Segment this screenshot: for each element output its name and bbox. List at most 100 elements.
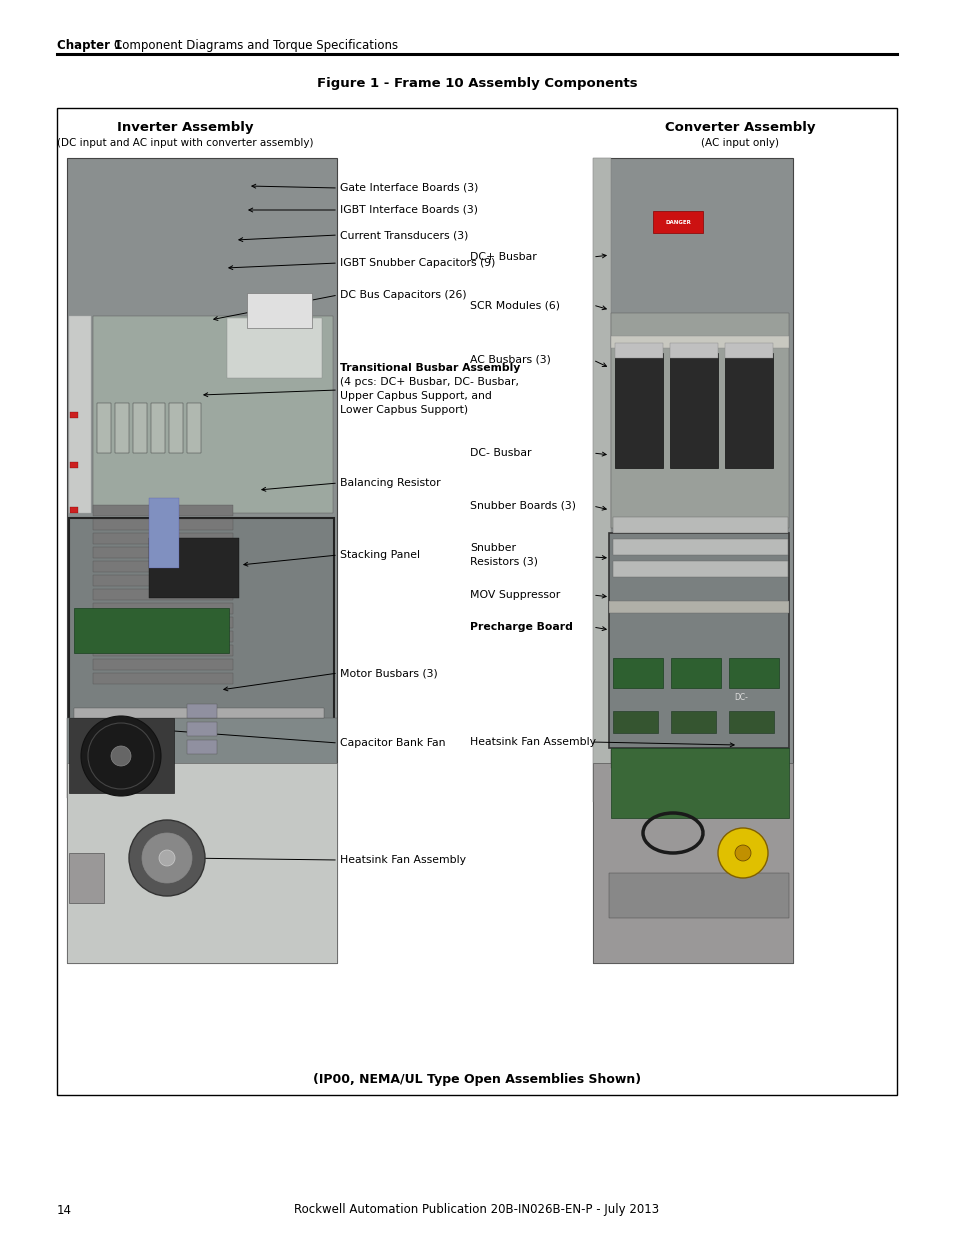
Text: Precharge Board: Precharge Board	[470, 622, 572, 632]
Bar	[169, 403, 183, 453]
Text: DC- Busbar: DC- Busbar	[470, 448, 531, 458]
Circle shape	[718, 827, 767, 878]
Bar	[69, 718, 173, 793]
Text: Chapter 1: Chapter 1	[57, 38, 122, 52]
Bar	[608, 601, 788, 613]
Bar	[74, 608, 229, 653]
Bar	[92, 618, 233, 629]
Bar	[613, 658, 662, 688]
Bar	[670, 711, 716, 734]
Bar	[70, 508, 78, 513]
Bar	[67, 763, 336, 963]
Bar	[613, 561, 787, 577]
Bar	[92, 576, 233, 585]
Bar	[92, 547, 233, 558]
Bar	[70, 462, 78, 468]
Bar	[69, 853, 104, 903]
Bar	[92, 534, 233, 543]
Bar	[187, 704, 216, 718]
Text: Upper Capbus Support, and: Upper Capbus Support, and	[339, 391, 492, 401]
Text: Capacitor Bank Fan: Capacitor Bank Fan	[339, 739, 445, 748]
Bar	[92, 659, 233, 671]
Text: Component Diagrams and Torque Specifications: Component Diagrams and Torque Specificat…	[113, 38, 397, 52]
Text: DC+ Busbar: DC+ Busbar	[470, 252, 537, 262]
Bar	[652, 211, 702, 233]
Text: Snubber: Snubber	[470, 543, 516, 553]
Bar	[74, 708, 324, 718]
Bar	[92, 519, 233, 530]
Bar	[247, 293, 312, 329]
Bar	[92, 589, 233, 600]
Bar	[132, 403, 147, 453]
Text: Resistors (3): Resistors (3)	[470, 557, 537, 567]
Text: Figure 1 - Frame 10 Assembly Components: Figure 1 - Frame 10 Assembly Components	[316, 78, 637, 90]
Text: Heatsink Fan Assembly: Heatsink Fan Assembly	[339, 855, 465, 864]
Text: DC Bus Capacitors (26): DC Bus Capacitors (26)	[339, 290, 466, 300]
Bar	[57, 107, 896, 1095]
Text: Current Transducers (3): Current Transducers (3)	[339, 230, 468, 240]
Text: Converter Assembly: Converter Assembly	[664, 121, 815, 135]
Text: SCR Modules (6): SCR Modules (6)	[470, 300, 559, 310]
Text: Heatsink Fan Assembly: Heatsink Fan Assembly	[470, 737, 596, 747]
Bar	[669, 343, 718, 358]
Text: Rockwell Automation Publication 20B-IN026B-EN-P - July 2013: Rockwell Automation Publication 20B-IN02…	[294, 1203, 659, 1216]
Text: DANGER: DANGER	[664, 220, 690, 225]
Bar	[669, 353, 718, 468]
Text: Stacking Panel: Stacking Panel	[339, 550, 419, 559]
Bar	[610, 750, 788, 768]
Circle shape	[159, 850, 174, 866]
Bar	[69, 517, 334, 727]
Text: (IP00, NEMA/UL Type Open Assemblies Shown): (IP00, NEMA/UL Type Open Assemblies Show…	[313, 1073, 640, 1087]
Bar	[92, 631, 233, 642]
Bar	[92, 561, 233, 572]
Bar	[149, 498, 179, 568]
Bar	[92, 673, 233, 684]
Bar	[187, 403, 201, 453]
Text: (DC input and AC input with converter assembly): (DC input and AC input with converter as…	[56, 138, 313, 148]
Bar	[187, 722, 216, 736]
Bar	[115, 403, 129, 453]
Text: Gate Interface Boards (3): Gate Interface Boards (3)	[339, 183, 477, 193]
Text: 14: 14	[57, 1203, 71, 1216]
Bar	[615, 343, 662, 358]
Circle shape	[81, 716, 161, 797]
Bar	[92, 603, 233, 614]
Bar	[593, 763, 792, 963]
Bar	[593, 158, 792, 963]
Bar	[724, 353, 772, 468]
Bar	[615, 353, 662, 468]
Bar	[613, 711, 658, 734]
Bar	[728, 711, 773, 734]
Text: IGBT Interface Boards (3): IGBT Interface Boards (3)	[339, 205, 477, 215]
Text: IGBT Snubber Capacitors (9): IGBT Snubber Capacitors (9)	[339, 258, 495, 268]
Text: Snubber Boards (3): Snubber Boards (3)	[470, 501, 576, 511]
Text: Balancing Resistor: Balancing Resistor	[339, 478, 440, 488]
Bar	[610, 748, 788, 818]
Bar	[97, 403, 111, 453]
Circle shape	[142, 832, 192, 883]
Bar	[187, 740, 216, 755]
Bar	[610, 336, 788, 348]
Bar	[67, 718, 336, 798]
Text: Motor Busbars (3): Motor Busbars (3)	[339, 668, 437, 678]
Text: DC-: DC-	[734, 694, 747, 703]
Bar	[670, 658, 720, 688]
Bar	[613, 538, 787, 555]
Circle shape	[129, 820, 205, 897]
Text: (AC input only): (AC input only)	[700, 138, 779, 148]
Bar	[610, 312, 788, 529]
Bar	[608, 873, 788, 918]
Bar	[728, 658, 779, 688]
Bar	[149, 538, 239, 598]
Bar	[92, 645, 233, 656]
Bar	[227, 317, 322, 378]
Bar	[724, 343, 772, 358]
Bar	[70, 412, 78, 417]
Circle shape	[111, 746, 131, 766]
Text: Transitional Busbar Assembly: Transitional Busbar Assembly	[339, 363, 519, 373]
Bar	[151, 403, 165, 453]
Bar	[92, 316, 333, 513]
Text: (4 pcs: DC+ Busbar, DC- Busbar,: (4 pcs: DC+ Busbar, DC- Busbar,	[339, 377, 518, 387]
Bar	[67, 158, 336, 963]
Circle shape	[734, 845, 750, 861]
